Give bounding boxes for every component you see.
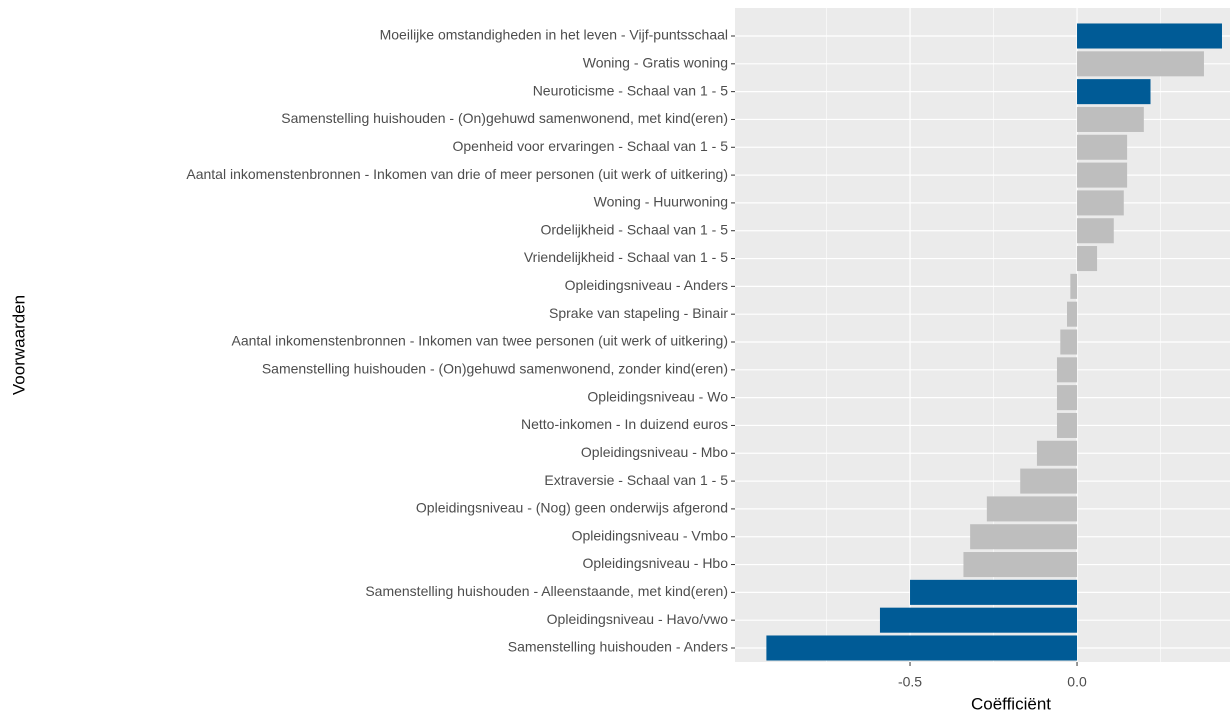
y-tick-label: Samenstelling huishouden - (On)gehuwd sa… [262,361,728,377]
y-tick-label: Neuroticisme - Schaal van 1 - 5 [533,82,729,98]
bar [1077,246,1098,272]
bar [986,496,1078,522]
bar [1077,106,1144,132]
y-tick-label: Moeilijke omstandigheden in het leven - … [380,27,728,43]
y-tick-label: Woning - Huurwoning [594,194,728,210]
bar [910,579,1078,605]
bar [1077,162,1128,188]
x-axis-title: Coëfficiënt [971,694,1051,713]
bar [1077,23,1222,49]
y-tick-label: Samenstelling huishouden - Anders [508,639,728,655]
bar [1056,385,1078,411]
bar [766,635,1078,661]
bar [1077,218,1114,244]
y-tick-label: Samenstelling huishouden - (On)gehuwd sa… [281,110,728,126]
bar [1056,357,1078,383]
y-axis-title: Voorwaarden [9,295,28,395]
bar [1077,51,1204,77]
y-tick-label: Opleidingsniveau - Vmbo [572,527,729,543]
bar [963,552,1078,578]
x-tick-label: 0.0 [1067,674,1087,690]
y-tick-label: Opleidingsniveau - Wo [587,388,728,404]
y-tick-label: Aantal inkomenstenbronnen - Inkomen van … [186,166,728,182]
bar [1056,412,1078,438]
bar [1036,440,1078,466]
bar [970,524,1078,550]
y-tick-label: Vriendelijkheid - Schaal van 1 - 5 [524,249,728,265]
y-tick-label: Extraversie - Schaal van 1 - 5 [544,472,728,488]
y-tick-label: Aantal inkomenstenbronnen - Inkomen van … [232,333,729,349]
y-tick-label: Openheid voor ervaringen - Schaal van 1 … [453,138,729,154]
bar [1077,190,1124,216]
y-tick-label: Opleidingsniveau - Mbo [581,444,728,460]
bar [1060,329,1078,355]
y-tick-label: Opleidingsniveau - Havo/vwo [547,611,729,627]
bar [879,607,1078,633]
y-tick-label: Opleidingsniveau - Hbo [582,555,728,571]
y-tick-label: Netto-inkomen - In duizend euros [521,416,728,432]
bar [1077,134,1128,160]
y-tick-label: Opleidingsniveau - (Nog) geen onderwijs … [416,500,728,516]
y-tick-label: Sprake van stapeling - Binair [549,305,728,321]
x-tick-label: -0.5 [898,674,922,690]
y-tick-label: Ordelijkheid - Schaal van 1 - 5 [540,221,728,237]
bar [1020,468,1078,494]
bar [1070,273,1078,299]
bar [1067,301,1078,327]
y-tick-label: Samenstelling huishouden - Alleenstaande… [365,583,728,599]
y-tick-label: Woning - Gratis woning [583,55,728,71]
y-tick-label: Opleidingsniveau - Anders [565,277,728,293]
bar [1077,79,1151,105]
